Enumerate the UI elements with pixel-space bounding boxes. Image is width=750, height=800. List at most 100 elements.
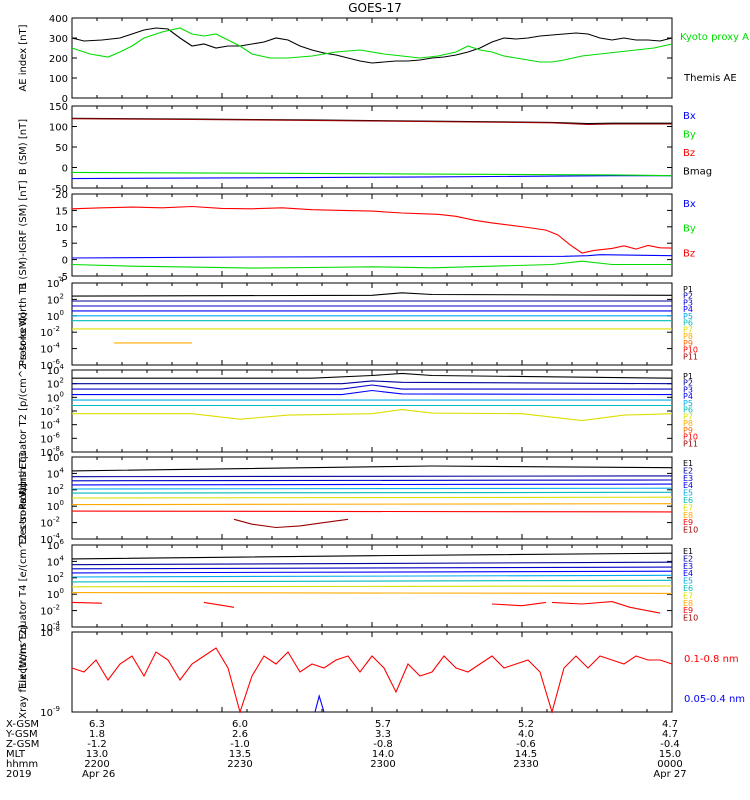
series-e6 — [71, 491, 673, 494]
legend-item: E5 — [683, 489, 693, 498]
legend-item: P2 — [683, 292, 693, 301]
y-axis-label: Electrons North T3 — [18, 451, 29, 544]
legend-item: E3 — [683, 474, 693, 483]
series-0-1-0-8-nm — [71, 647, 673, 714]
series-e11 — [491, 601, 547, 607]
legend-item: E6 — [683, 496, 693, 505]
footer-cell: 6.3 — [89, 719, 105, 730]
series-e5 — [71, 574, 673, 578]
legend-item: E2 — [683, 466, 693, 475]
series-e2 — [71, 561, 673, 566]
legend-item: Kyoto proxy AE — [680, 32, 750, 43]
legend-item: E10 — [683, 614, 698, 623]
legend: 0.1-0.8 nm 0.05-0.4 nm — [684, 654, 745, 705]
legend-item: E2 — [683, 554, 693, 563]
legend-item: P8 — [683, 332, 693, 341]
series-by — [71, 260, 672, 269]
y-tick-label: 10-4 — [40, 418, 60, 432]
series-p4 — [72, 389, 673, 396]
y-tick-label: 0 — [62, 256, 68, 267]
legend-item: E8 — [683, 599, 693, 608]
footer-cell: 14.5 — [515, 749, 537, 760]
legend-item: P7 — [683, 412, 693, 421]
legend: Kyoto proxy AE Themis AE — [680, 32, 750, 84]
y-tick-label: 10 — [55, 223, 68, 234]
figure-title: GOES-17 — [348, 1, 402, 15]
y-axis-label: Xray flux [W/m^2] — [18, 625, 29, 719]
legend-item: Bmag — [683, 167, 712, 178]
y-tick-label: 200 — [49, 54, 68, 65]
series-e10 — [203, 601, 235, 608]
y-tick-label: 100 — [47, 587, 64, 601]
y-tick-label: 50 — [55, 143, 68, 154]
panel-8: 10-8 10-9 Xray flux [W/m^2] 0.1-0.8 nm 0.05-… — [18, 625, 745, 719]
y-tick-label: 104 — [47, 466, 65, 480]
series-bz — [71, 205, 673, 254]
footer-cell: 0000 — [657, 759, 682, 770]
legend-item: P4 — [683, 392, 693, 401]
legend-item: P1 — [683, 372, 693, 381]
y-axis-label: Protons Equator T2 [p/(cm^2-s-sr-keV)] — [18, 312, 29, 509]
series-e1 — [71, 465, 673, 472]
y-tick-label: 300 — [49, 34, 68, 45]
legend-item: E9 — [683, 518, 693, 527]
series-bx — [71, 175, 672, 180]
series-e7 — [71, 585, 673, 588]
legend-item: P5 — [683, 312, 693, 321]
legend-item: P9 — [683, 339, 693, 348]
legend-item: P6 — [683, 406, 693, 415]
series-p3 — [72, 384, 672, 390]
y-tick-label: 400 — [49, 14, 68, 25]
footer-cell: -0.6 — [516, 739, 536, 750]
series-p1 — [72, 372, 673, 379]
legend-item: Bx — [683, 111, 696, 122]
legend-item: E4 — [683, 569, 693, 578]
footer-cell: Apr 26 — [82, 769, 115, 780]
series-p7 — [72, 409, 673, 422]
y-tick-label: 102 — [47, 377, 64, 391]
panel-frame — [71, 369, 673, 453]
y-tick-label: 0 — [62, 94, 68, 105]
legend: Bx By Bz — [683, 199, 696, 259]
footer-cell: 2330 — [513, 759, 538, 770]
series-e2 — [71, 475, 673, 478]
footer-cell: 2230 — [227, 759, 252, 770]
legend-item: E10 — [683, 526, 698, 535]
footer-cell: Apr 27 — [653, 769, 686, 780]
y-tick-label: 100 — [49, 123, 68, 134]
footer-cell: 15.0 — [659, 749, 681, 760]
footer-cell: 2200 — [84, 759, 109, 770]
series-kyoto-proxy-ae — [71, 27, 673, 63]
series-e4 — [71, 570, 673, 574]
y-tick-label: 10-9 — [40, 705, 60, 719]
series-bx — [71, 254, 673, 259]
footer-cell: 4.7 — [662, 729, 678, 740]
footer-row-label: Z-GSM — [6, 739, 39, 750]
legend-item: P9 — [683, 426, 693, 435]
footer-cell: 6.0 — [232, 719, 248, 730]
legend-item: By — [683, 130, 696, 141]
legend-item: Themis AE — [683, 73, 737, 84]
series-e8 — [71, 503, 673, 506]
y-tick-label: -5 — [58, 272, 68, 283]
y-axis-label: Electrons Equator T4 [e/(cm^2-s-sr-keV)] — [18, 483, 29, 689]
y-tick-label: 102 — [47, 292, 64, 306]
panel-frame — [71, 631, 673, 713]
legend-item: E5 — [683, 577, 693, 586]
legend-item: E7 — [683, 503, 693, 512]
y-tick-label: 10-2 — [40, 604, 60, 618]
footer-cell: 13.5 — [229, 749, 251, 760]
y-tick-label: 10-8 — [40, 625, 60, 639]
y-tick-label: 100 — [47, 309, 64, 323]
panel-frame — [71, 17, 673, 99]
y-tick-label: -50 — [52, 184, 68, 195]
y-tick-label: 104 — [47, 363, 65, 377]
